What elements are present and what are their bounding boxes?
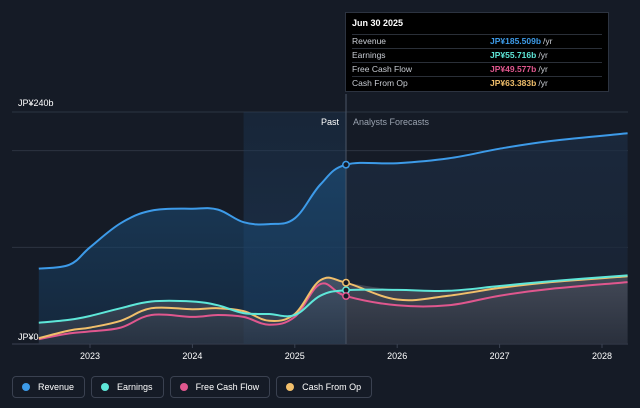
x-tick-label: 2027 — [490, 351, 510, 361]
tooltip-row-earnings: Earnings JP¥55.716b /yr — [352, 48, 602, 62]
tooltip-unit: /yr — [538, 50, 548, 60]
chart-tooltip: Jun 30 2025 Revenue JP¥185.509b /yr Earn… — [345, 12, 609, 92]
marker-revenue — [342, 160, 350, 169]
tooltip-row-cash-from-op: Cash From Op JP¥63.383b /yr — [352, 76, 602, 90]
series-line-earnings — [38, 274, 628, 324]
series-line-free-cash-flow — [38, 281, 628, 341]
x-tick-label: 2024 — [182, 351, 202, 361]
past-label: Past — [321, 117, 340, 127]
series-line-revenue — [38, 132, 628, 270]
x-tick-label: 2025 — [285, 351, 305, 361]
tooltip-value: JP¥49.577b — [490, 64, 537, 74]
legend-dot-icon — [286, 383, 295, 391]
legend-label: Free Cash Flow — [195, 382, 260, 392]
legend-label: Revenue — [38, 382, 75, 392]
tooltip-date: Jun 30 2025 — [352, 18, 404, 28]
x-tick-label: 2023 — [80, 351, 100, 361]
tooltip-label: Cash From Op — [352, 78, 408, 88]
tooltip-label: Revenue — [352, 36, 387, 46]
y-axis-bottom-label: JP¥0 — [18, 332, 39, 342]
tooltip-unit: /yr — [538, 78, 548, 88]
legend-item-free-cash-flow[interactable]: Free Cash Flow — [169, 376, 271, 398]
tooltip-unit: /yr — [543, 36, 553, 46]
forecast-label: Analysts Forecasts — [353, 117, 430, 127]
revenue-area-past — [38, 164, 346, 344]
legend-dot-icon — [179, 383, 188, 391]
legend-item-earnings[interactable]: Earnings — [91, 376, 164, 398]
chart-legend: Revenue Earnings Free Cash Flow Cash Fro… — [12, 376, 373, 400]
tooltip-value: JP¥63.383b — [490, 78, 537, 88]
legend-label: Cash From Op — [302, 382, 362, 392]
marker-cash-from-op — [342, 278, 350, 287]
lower-series-area — [38, 275, 628, 344]
tooltip-label: Earnings — [352, 50, 386, 60]
tooltip-value: JP¥55.716b — [490, 50, 537, 60]
tooltip-row-revenue: Revenue JP¥185.509b /yr — [352, 34, 602, 48]
x-tick-label: 2026 — [387, 351, 407, 361]
marker-free-cash-flow — [342, 292, 350, 301]
tooltip-unit: /yr — [538, 64, 548, 74]
legend-label: Earnings — [117, 382, 153, 392]
legend-dot-icon — [101, 383, 110, 391]
legend-item-revenue[interactable]: Revenue — [12, 376, 86, 398]
x-tick-label: 2028 — [592, 351, 612, 361]
legend-dot-icon — [22, 383, 30, 391]
tooltip-label: Free Cash Flow — [352, 64, 412, 74]
y-axis-top-label: JP¥240b — [18, 98, 54, 108]
series-line-cash-from-op — [38, 275, 628, 340]
legend-item-cash-from-op[interactable]: Cash From Op — [276, 376, 373, 398]
tooltip-value: JP¥185.509b — [490, 36, 542, 46]
tooltip-row-free-cash-flow: Free Cash Flow JP¥49.577b /yr — [352, 62, 602, 76]
